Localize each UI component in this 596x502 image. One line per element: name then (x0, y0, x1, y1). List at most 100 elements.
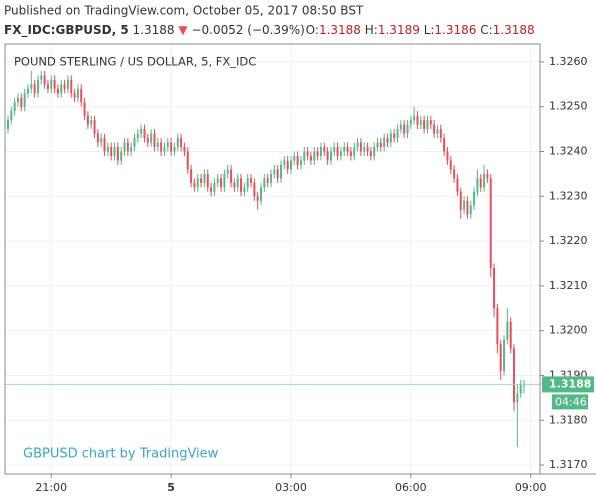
candle-body (240, 178, 243, 192)
candle-body (313, 151, 316, 161)
candle-body (196, 178, 199, 188)
candle-body (46, 84, 49, 89)
candle-body (33, 84, 36, 94)
candle-body (10, 111, 13, 121)
candle-body (76, 88, 79, 98)
candle-body (326, 151, 329, 161)
x-tick-label: 09:00 (515, 481, 547, 494)
candle-body (376, 142, 379, 148)
candle-body (353, 147, 356, 156)
candle-body (166, 142, 169, 148)
candle-body (356, 142, 359, 148)
candle-body (190, 169, 193, 183)
candle-body (276, 169, 279, 179)
candle-body (403, 124, 406, 134)
candle-body (449, 160, 452, 170)
candle-body (289, 160, 292, 170)
y-tick-label: 1.3260 (549, 55, 588, 68)
candle-body (489, 178, 492, 268)
candle-body (203, 173, 206, 183)
candle-body (236, 178, 239, 188)
candle-body (153, 133, 156, 148)
candle-body (110, 147, 113, 156)
candle-body (120, 151, 123, 161)
candle-body (316, 151, 319, 156)
candle-body (180, 138, 183, 148)
candle-body (136, 133, 139, 139)
candle-body (333, 147, 336, 152)
candle-body (503, 339, 506, 371)
candle-body (483, 173, 486, 188)
candle-body (519, 384, 522, 394)
candle-body (373, 147, 376, 156)
candle-body (250, 178, 253, 183)
candle-body (256, 196, 259, 201)
candle-body (396, 129, 399, 139)
candle-body (399, 124, 402, 130)
candle-body (126, 142, 129, 152)
change-arrow: ▼ (178, 23, 188, 37)
candle-body (86, 115, 89, 125)
candle-body (266, 178, 269, 183)
candle-body (70, 79, 73, 94)
candle-body (346, 147, 349, 152)
candle-body (426, 120, 429, 130)
countdown-tag (552, 394, 588, 410)
candle-body (349, 151, 352, 156)
y-tick-label: 1.3170 (549, 458, 588, 471)
candle-body (230, 169, 233, 183)
y-tick-label: 1.3210 (549, 279, 588, 292)
candle-body (43, 75, 46, 85)
candle-body (433, 124, 436, 134)
candle-body (466, 200, 469, 215)
candle-body (443, 138, 446, 152)
candle-body (176, 138, 179, 148)
candle-body (386, 138, 389, 143)
candle-body (329, 151, 332, 161)
candle-body (299, 160, 302, 165)
y-tick-label: 1.3250 (549, 100, 588, 113)
candle-body (469, 205, 472, 215)
y-tick-label: 1.3230 (549, 189, 588, 202)
candle-body (446, 151, 449, 161)
candle-body (419, 120, 422, 125)
candle-body (339, 151, 342, 156)
symbol-line: FX_IDC:GBPUSD, 5 1.3188 ▼ −0.0052 (−0.39… (4, 23, 535, 38)
plot-area (5, 44, 540, 474)
candle-body (223, 173, 226, 188)
candle-body (143, 129, 146, 139)
candle-body (100, 138, 103, 143)
candle-body (493, 267, 496, 309)
candle-body (156, 142, 159, 148)
candle-body (319, 147, 322, 156)
candle-body (40, 75, 43, 80)
candle-body (279, 164, 282, 179)
candle-body (453, 169, 456, 179)
candle-body (130, 147, 133, 152)
candle-body (90, 120, 93, 125)
candle-body (20, 97, 23, 107)
candle-body (183, 147, 186, 152)
candle-body (389, 133, 392, 143)
candle-body (409, 120, 412, 125)
candle-body (16, 97, 19, 103)
candle-body (193, 182, 196, 188)
candle-body (226, 169, 229, 174)
candle-body (66, 79, 69, 89)
candle-body (296, 155, 299, 165)
candle-body (93, 120, 96, 134)
y-tick-label: 1.3180 (549, 413, 588, 426)
candle-body (406, 124, 409, 134)
candle-body (413, 115, 416, 121)
candle-body (206, 173, 209, 188)
x-tick-label: 06:00 (395, 481, 427, 494)
candle-body (273, 169, 276, 174)
candle-body (80, 88, 83, 103)
candle-body (506, 321, 509, 340)
candle-body (36, 79, 39, 94)
low-label: L: (424, 23, 435, 37)
candle-body (260, 187, 263, 201)
candle-body (439, 129, 442, 139)
candle-body (379, 142, 382, 148)
